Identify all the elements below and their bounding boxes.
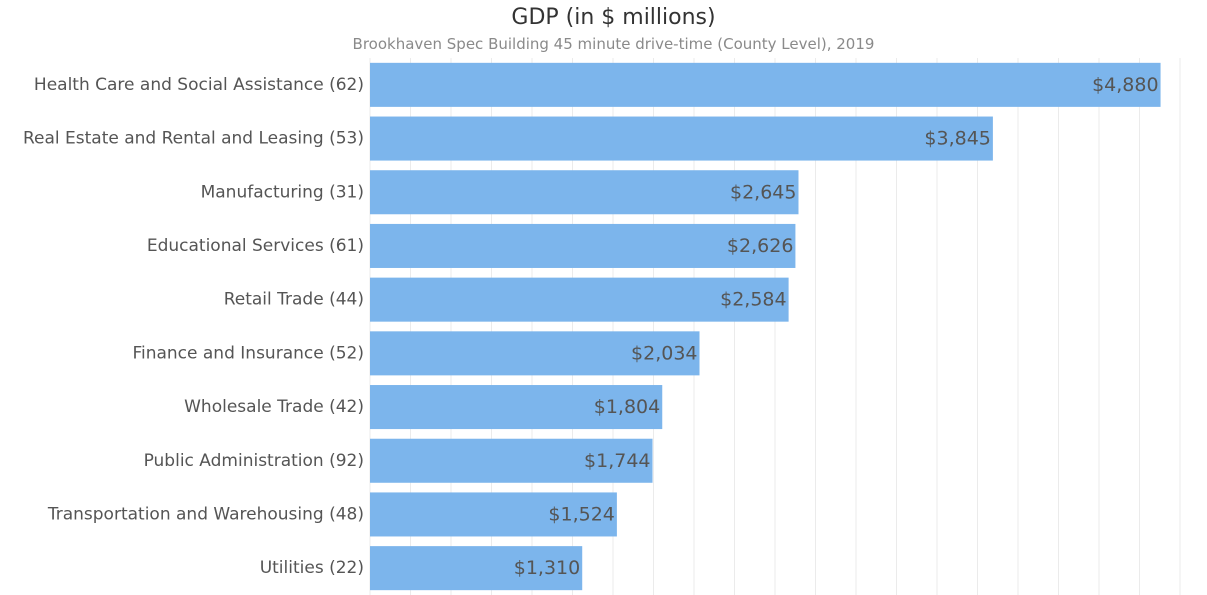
- data-label: $2,034: [631, 342, 697, 364]
- data-label: $1,744: [584, 450, 650, 472]
- category-label: Utilities (22): [260, 558, 364, 578]
- bar[interactable]: [370, 546, 583, 591]
- data-label: $4,880: [1092, 74, 1158, 96]
- chart-title: GDP (in $ millions): [511, 5, 716, 30]
- category-label: Manufacturing (31): [201, 182, 364, 202]
- category-label: Retail Trade (44): [224, 290, 364, 310]
- category-label: Educational Services (61): [147, 236, 364, 256]
- data-label: $1,804: [594, 396, 660, 418]
- bar[interactable]: [370, 170, 799, 215]
- chart-subtitle: Brookhaven Spec Building 45 minute drive…: [352, 35, 875, 53]
- bar[interactable]: [370, 385, 663, 430]
- category-labels: Health Care and Social Assistance (62) Re…: [23, 75, 364, 578]
- bar[interactable]: [370, 492, 617, 537]
- bar[interactable]: [370, 331, 700, 376]
- category-label: Public Administration (92): [144, 451, 364, 471]
- category-label: Transportation and Warehousing (48): [47, 504, 364, 524]
- bar[interactable]: [370, 116, 993, 161]
- bar[interactable]: [370, 277, 789, 322]
- bars: [370, 62, 1161, 591]
- bar[interactable]: [370, 62, 1161, 107]
- data-label: $2,584: [720, 289, 786, 311]
- data-label: $2,626: [727, 235, 793, 257]
- data-label: $1,524: [548, 503, 614, 525]
- category-label: Health Care and Social Assistance (62): [34, 75, 364, 95]
- category-label: Real Estate and Rental and Leasing (53): [23, 129, 364, 149]
- data-label: $1,310: [514, 557, 580, 579]
- data-label: $2,645: [730, 181, 796, 203]
- data-label: $3,845: [924, 128, 990, 150]
- category-label: Wholesale Trade (42): [184, 397, 364, 417]
- category-label: Finance and Insurance (52): [132, 343, 364, 363]
- data-labels: $4,880 $3,845 $2,645 $2,626 $2,584 $2,034 $1,8…: [514, 74, 1159, 579]
- bar[interactable]: [370, 223, 796, 268]
- bar[interactable]: [370, 438, 653, 483]
